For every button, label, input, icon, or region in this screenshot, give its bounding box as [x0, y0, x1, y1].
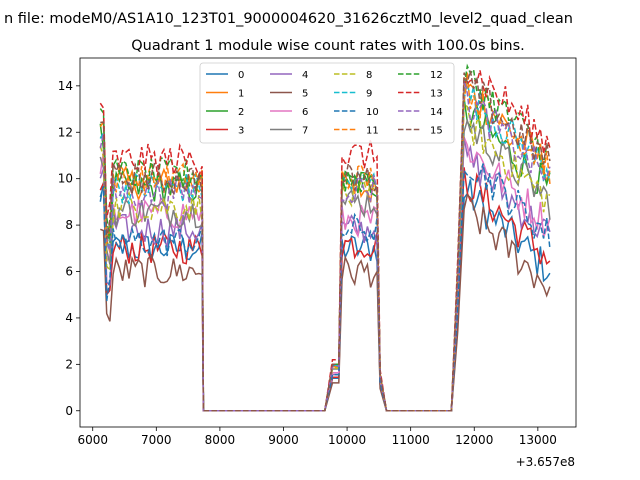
x-offset-label: +3.657e8	[516, 455, 575, 469]
x-tick-label: 9000	[268, 433, 299, 447]
x-tick-label: 11000	[392, 433, 430, 447]
series-line-12	[99, 63, 551, 412]
x-tick-label: 8000	[205, 433, 236, 447]
series-line-8	[99, 101, 551, 412]
legend-label-7: 7	[302, 126, 308, 137]
legend-label-1: 1	[238, 89, 244, 100]
series-line-3	[99, 167, 551, 412]
series-lines	[99, 63, 551, 412]
legend-label-3: 3	[238, 126, 244, 137]
series-line-13	[99, 70, 551, 412]
y-tick-label: 2	[65, 357, 73, 371]
x-tick-label: 12000	[455, 433, 493, 447]
series-line-11	[99, 72, 551, 412]
y-axis: 0 2 4 6 8 10 12 14	[58, 79, 80, 418]
series-line-5	[100, 193, 551, 412]
x-axis: 6000 7000 8000 9000 10000 11000 12000 13000	[77, 427, 557, 447]
series-line-6	[99, 136, 551, 412]
plot-area	[79, 57, 577, 428]
legend-label-10: 10	[366, 107, 379, 118]
legend-label-2: 2	[238, 107, 244, 118]
x-tick-label: 6000	[77, 433, 108, 447]
x-tick-label: 10000	[328, 433, 366, 447]
y-tick-label: 6	[65, 265, 73, 279]
legend-label-4: 4	[302, 70, 308, 81]
legend-label-5: 5	[302, 89, 308, 100]
y-tick-label: 14	[58, 79, 73, 93]
legend-label-12: 12	[430, 70, 443, 81]
legend-label-8: 8	[366, 70, 372, 81]
y-tick-label: 12	[58, 125, 73, 139]
legend-label-14: 14	[430, 107, 443, 118]
legend-label-15: 15	[430, 126, 443, 137]
series-line-14	[99, 79, 551, 412]
figure-suptitle: n file: modeM0/AS1A10_123T01_9000004620_…	[4, 11, 573, 27]
legend-label-9: 9	[366, 89, 372, 100]
legend-label-13: 13	[430, 89, 443, 100]
x-tick-label: 7000	[141, 433, 172, 447]
y-tick-label: 0	[65, 404, 73, 418]
axes-frame	[79, 57, 577, 428]
series-line-7	[99, 117, 551, 412]
x-tick-label: 13000	[519, 433, 557, 447]
y-tick-label: 4	[65, 311, 73, 325]
legend-label-0: 0	[238, 70, 244, 81]
y-tick-label: 10	[58, 172, 73, 186]
y-tick-label: 8	[65, 218, 73, 232]
chart-title: Quadrant 1 module wise count rates with …	[131, 38, 525, 54]
series-line-10	[99, 163, 551, 412]
legend-box	[199, 62, 455, 144]
series-line-15	[100, 70, 551, 412]
legend-label-6: 6	[302, 107, 308, 118]
legend-label-11: 11	[366, 126, 379, 137]
